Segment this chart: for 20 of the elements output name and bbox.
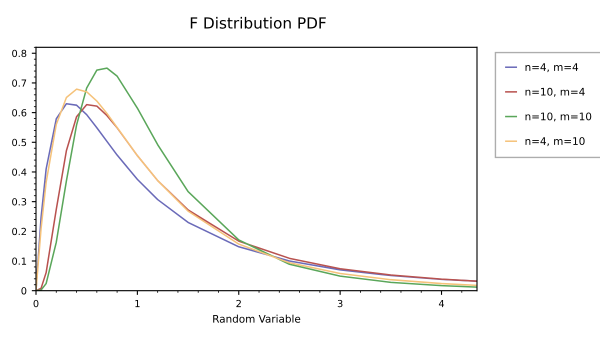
- legend-label: n=4, m=10: [526, 137, 585, 146]
- x-tick-label: 0: [34, 300, 38, 308]
- x-tick-label: 2: [236, 300, 241, 308]
- y-tick-label: 0.3: [12, 198, 26, 206]
- legend-label: n=10, m=4: [526, 88, 585, 97]
- y-tick-label: 0: [21, 287, 26, 295]
- x-axis-title: Random Variable: [213, 314, 300, 323]
- x-tick-label: 3: [338, 300, 342, 308]
- x-tick-label: 1: [135, 300, 140, 308]
- legend-label: n=4, m=4: [526, 63, 578, 72]
- y-tick-label: 0.1: [12, 257, 26, 265]
- x-tick-label: 4: [438, 300, 444, 308]
- y-tick-label: 0.6: [12, 109, 26, 116]
- legend-label: n=10, m=10: [526, 112, 592, 122]
- chart-title: F Distribution PDF: [190, 16, 326, 29]
- y-tick-label: 0.5: [12, 138, 26, 146]
- y-tick-label: 0.7: [12, 79, 26, 87]
- y-tick-label: 0.8: [12, 50, 26, 58]
- y-tick-label: 0.4: [12, 168, 26, 176]
- y-tick-label: 0.2: [12, 228, 26, 236]
